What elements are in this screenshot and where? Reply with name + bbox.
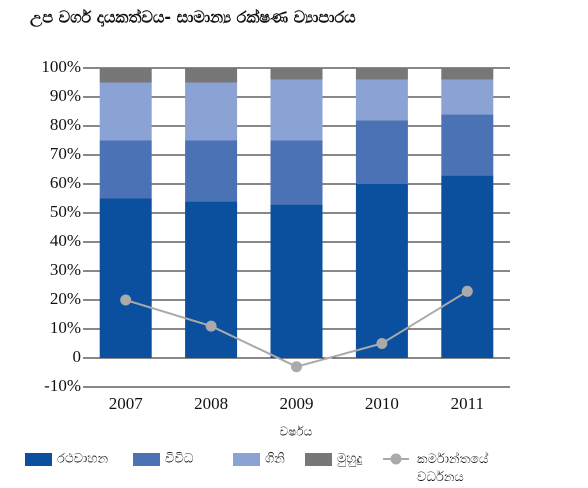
legend-swatch (233, 453, 260, 466)
x-tick-label: 2011 (451, 394, 484, 413)
legend-label: රථවාහන (57, 452, 109, 467)
bar-segment (185, 68, 238, 83)
y-tick-label: 40% (50, 231, 81, 250)
line-marker (291, 361, 302, 373)
line-marker (376, 338, 388, 349)
legend-swatch (133, 453, 160, 466)
y-tick-label: -10% (44, 376, 81, 395)
x-tick-label: 2010 (365, 394, 399, 413)
bar-segment (441, 68, 494, 80)
bar-segment (441, 114, 494, 176)
y-tick-label: 70% (50, 144, 81, 163)
legend-label: මුහුදු (337, 452, 363, 467)
legend-swatch (25, 453, 52, 466)
bar-segment (99, 82, 152, 141)
bar-segment (185, 201, 238, 358)
x-tick-label: 2007 (109, 394, 144, 413)
y-tick-label: 30% (50, 260, 81, 279)
bar-segment (270, 204, 323, 358)
bar-segment (270, 68, 323, 80)
x-tick-label: 2008 (194, 394, 228, 413)
bar-segment (270, 140, 323, 205)
y-tick-label: 80% (50, 115, 81, 134)
bar-segment (355, 68, 408, 80)
x-tick-label: 2009 (280, 394, 314, 413)
y-tick-label: 10% (50, 318, 81, 337)
bar-segment (355, 184, 408, 358)
line-marker (205, 320, 217, 332)
bar-segment (185, 82, 238, 141)
legend-label: විවිධ (165, 452, 194, 467)
y-tick-label: 100% (41, 57, 81, 76)
line-marker (461, 285, 473, 297)
y-tick-label: 90% (50, 86, 81, 105)
bar-segment (441, 175, 494, 358)
legend-marker (390, 453, 402, 465)
bar-segment (355, 120, 408, 184)
bar-segment (270, 79, 323, 141)
legend-swatch (305, 453, 332, 466)
bar-segment (99, 198, 152, 358)
chart-title: උප වර්ග දායකත්වය- සාමාන්‍ය රක්ෂණ ව්‍යාපා… (30, 8, 356, 29)
legend-label: ගිනි (265, 452, 285, 467)
legend-label: කර්මාන්තයේ වර්ධනය (417, 450, 488, 484)
bar-segment (99, 68, 152, 83)
line-marker (120, 294, 132, 306)
bar-segment (441, 79, 494, 115)
bar-segment (185, 140, 238, 202)
y-tick-label: 0 (73, 347, 82, 366)
y-tick-label: 50% (50, 202, 81, 221)
y-tick-label: 20% (50, 289, 81, 308)
bar-segment (355, 79, 408, 121)
x-axis-label: වර්ෂය (280, 425, 313, 439)
bar-segment (99, 140, 152, 199)
y-tick-label: 60% (50, 173, 81, 192)
